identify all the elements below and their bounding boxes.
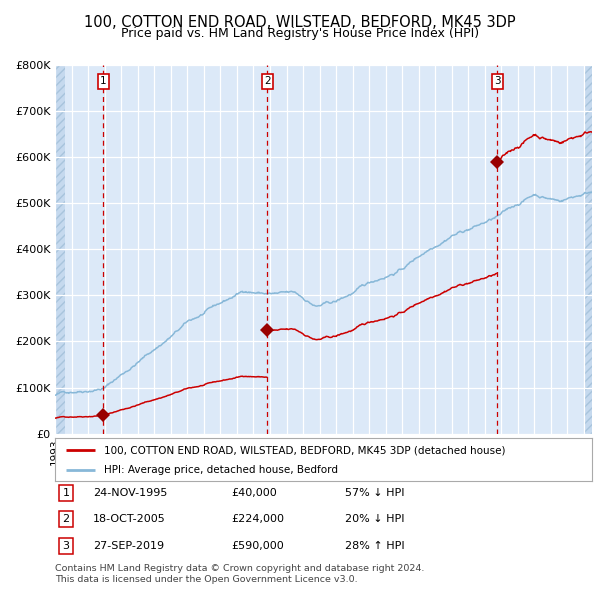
Text: 1: 1 — [100, 77, 106, 87]
Text: 28% ↑ HPI: 28% ↑ HPI — [345, 541, 404, 550]
Text: HPI: Average price, detached house, Bedford: HPI: Average price, detached house, Bedf… — [104, 466, 338, 475]
Text: 2: 2 — [62, 514, 70, 524]
Text: 100, COTTON END ROAD, WILSTEAD, BEDFORD, MK45 3DP: 100, COTTON END ROAD, WILSTEAD, BEDFORD,… — [84, 15, 516, 30]
Bar — [55, 65, 65, 434]
Text: 57% ↓ HPI: 57% ↓ HPI — [345, 489, 404, 498]
Text: 2: 2 — [264, 77, 271, 87]
Text: Contains HM Land Registry data © Crown copyright and database right 2024.: Contains HM Land Registry data © Crown c… — [55, 565, 425, 573]
Text: £590,000: £590,000 — [231, 541, 284, 550]
Text: 24-NOV-1995: 24-NOV-1995 — [93, 489, 167, 498]
Text: 27-SEP-2019: 27-SEP-2019 — [93, 541, 164, 550]
Text: 100, COTTON END ROAD, WILSTEAD, BEDFORD, MK45 3DP (detached house): 100, COTTON END ROAD, WILSTEAD, BEDFORD,… — [104, 445, 505, 455]
Bar — [55, 65, 65, 434]
Text: 18-OCT-2005: 18-OCT-2005 — [93, 514, 166, 524]
Bar — [585, 65, 592, 434]
Bar — [585, 65, 592, 434]
Text: This data is licensed under the Open Government Licence v3.0.: This data is licensed under the Open Gov… — [55, 575, 358, 584]
Text: £224,000: £224,000 — [231, 514, 284, 524]
Text: 3: 3 — [62, 541, 70, 550]
Text: 20% ↓ HPI: 20% ↓ HPI — [345, 514, 404, 524]
Text: Price paid vs. HM Land Registry's House Price Index (HPI): Price paid vs. HM Land Registry's House … — [121, 27, 479, 40]
Text: £40,000: £40,000 — [231, 489, 277, 498]
Text: 1: 1 — [62, 489, 70, 498]
Text: 3: 3 — [494, 77, 500, 87]
